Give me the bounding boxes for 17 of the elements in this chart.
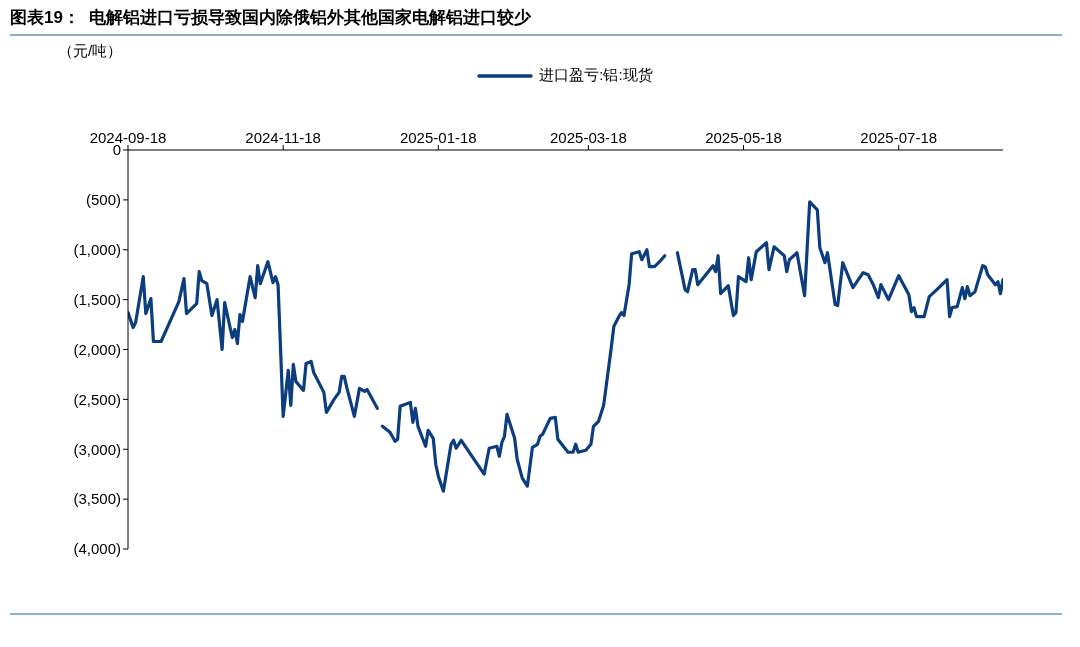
chart-title: 图表19： 电解铝进口亏损导致国内除俄铝外其他国家电解铝进口较少 bbox=[10, 4, 1062, 36]
y-tick-label: (3,000) bbox=[73, 440, 121, 458]
x-tick-label: 2025-01-18 bbox=[399, 129, 477, 146]
x-tick-label: 2025-05-18 bbox=[705, 129, 782, 146]
y-tick-label: (1,000) bbox=[73, 241, 121, 259]
x-tick-label: 2025-07-18 bbox=[860, 129, 938, 146]
y-tick-label: (500) bbox=[85, 191, 121, 209]
y-axis-title: （元/吨） bbox=[58, 42, 123, 61]
y-tick-label: (1,500) bbox=[73, 290, 121, 308]
x-tick-label: 2025-03-18 bbox=[550, 129, 627, 146]
y-tick-label: (2,000) bbox=[73, 340, 121, 358]
y-tick-label: (3,500) bbox=[73, 490, 121, 508]
y-tick-label: (2,500) bbox=[73, 390, 121, 408]
x-tick-label: 2024-09-18 bbox=[89, 129, 167, 146]
legend-label: 进口盈亏:铝:现货 bbox=[539, 66, 653, 85]
x-tick-label: 2024-11-18 bbox=[245, 129, 321, 146]
y-tick-label: (4,000) bbox=[73, 540, 121, 558]
